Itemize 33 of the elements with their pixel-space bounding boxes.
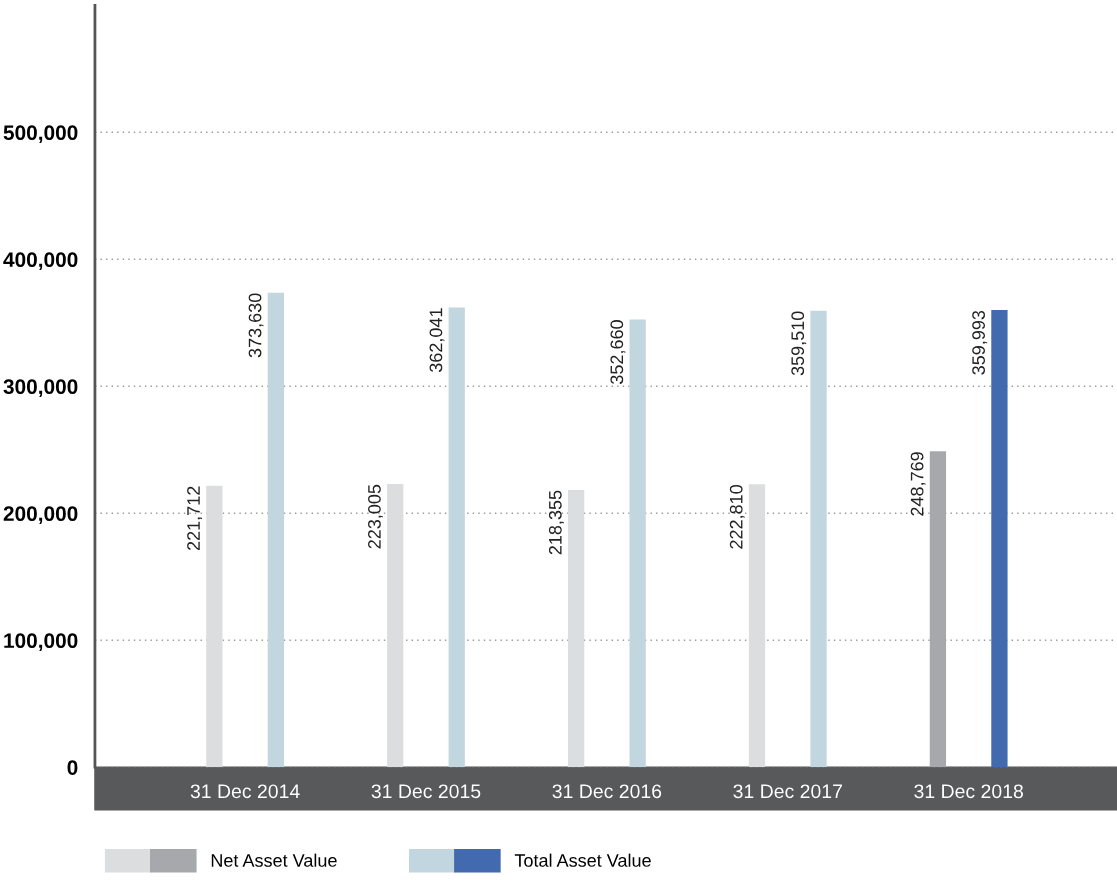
bar	[810, 310, 827, 768]
data-label: 359,993	[972, 310, 988, 375]
data-label: 223,005	[368, 484, 383, 549]
y-tick-label: 300,000	[3, 379, 78, 398]
data-label: 352,660	[610, 320, 626, 384]
y-tick-label: 100,000	[4, 633, 78, 652]
data-label: 373,630	[248, 293, 264, 358]
data-label: 248,769	[910, 452, 926, 516]
x-tick-label: 31 Dec 2018	[914, 784, 1023, 799]
x-tick-label: 31 Dec 2014	[190, 784, 300, 799]
bar	[267, 292, 284, 768]
legend-label: Net Asset Value	[211, 853, 337, 867]
data-label: 359,510	[791, 311, 807, 376]
data-label: 221,712	[187, 486, 203, 551]
bar	[448, 307, 465, 768]
y-tick-label: 0	[67, 760, 78, 775]
bar	[748, 484, 766, 768]
bar	[567, 489, 585, 768]
legend-label: Total Asset Value	[514, 853, 651, 867]
data-label: 218,355	[548, 490, 564, 555]
y-tick-label: 400,000	[3, 252, 78, 271]
y-tick-label: 500,000	[3, 125, 78, 144]
bar	[929, 451, 947, 768]
data-label: 222,810	[729, 485, 745, 549]
bar	[991, 310, 1008, 768]
y-tick-label: 200,000	[3, 506, 78, 525]
data-label: 362,041	[429, 308, 445, 373]
bar	[206, 485, 223, 768]
bar	[387, 484, 404, 768]
bar	[629, 319, 646, 768]
x-tick-label: 31 Dec 2015	[371, 784, 481, 799]
x-tick-label: 31 Dec 2016	[552, 784, 662, 799]
x-tick-label: 31 Dec 2017	[733, 784, 842, 799]
